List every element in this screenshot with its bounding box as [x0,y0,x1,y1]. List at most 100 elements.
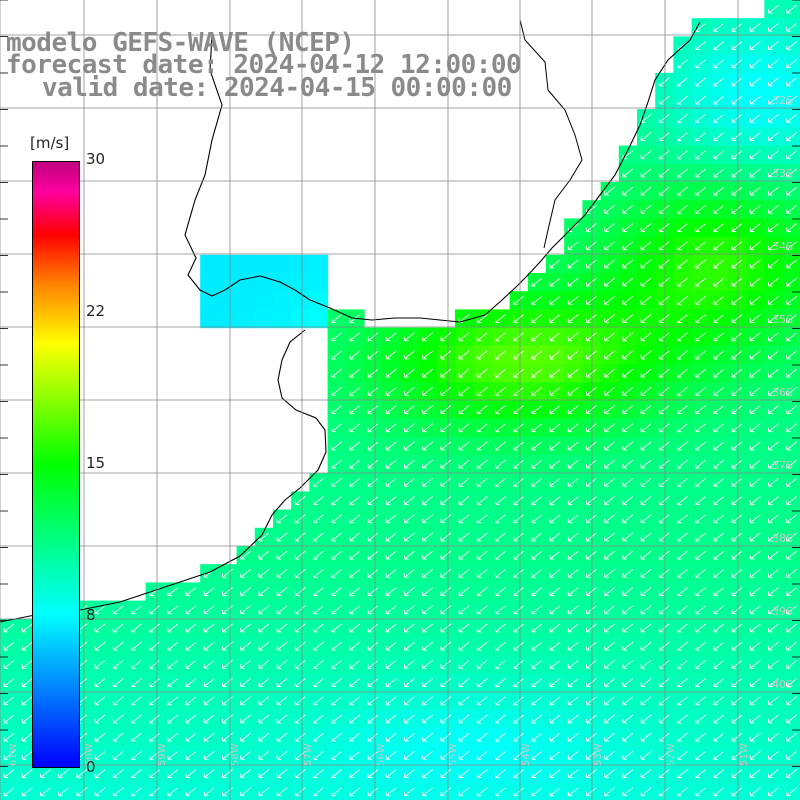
wind-arrow [713,587,725,596]
wind-arrow [349,587,361,596]
wind-arrow [622,623,634,633]
wind-arrow [786,41,797,50]
wind-arrow [567,405,579,414]
wind-arrow [640,295,652,305]
wind-arrow [94,678,106,687]
wind-arrow [713,605,725,615]
wind-arrow [385,769,397,778]
wind-arrow [658,678,670,687]
wind-arrow [658,605,670,615]
wind-arrow [768,314,779,323]
wind-arrow [604,514,615,524]
wind-arrow [749,532,761,542]
wind-arrow [313,696,324,706]
wind-arrow [768,223,779,232]
wind-arrow [385,386,397,396]
wind-arrow [731,714,743,724]
wind-arrow [167,587,179,596]
wind-arrow [786,241,797,251]
wind-arrow [3,769,15,778]
wind-arrow [3,641,15,651]
wind-cell [273,254,292,274]
wind-arrow [640,459,652,469]
colorbar-tick-22: 22 [86,302,106,320]
wind-arrow [258,641,270,651]
wind-arrow [713,750,725,760]
wind-arrow [112,678,124,687]
wind-arrow [476,550,488,560]
wind-arrow [713,113,725,123]
wind-arrow [549,405,561,414]
wind-arrow [531,295,543,305]
wind-arrow [495,659,506,669]
wind-arrow [385,532,397,542]
latitude-label: 35S [772,313,793,326]
wind-arrow [567,678,579,687]
wind-arrow [677,714,688,724]
wind-arrow [658,277,670,287]
wind-arrow [385,350,397,360]
wind-arrow [149,605,160,615]
wind-arrow [622,204,634,214]
wind-arrow [695,787,706,797]
wind-arrow [495,732,506,742]
wind-arrow [531,405,543,414]
wind-arrow [695,496,706,505]
wind-arrow [749,332,761,342]
wind-arrow [713,459,725,469]
wind-arrow [385,732,397,742]
wind-arrow [385,496,397,505]
wind-arrow [731,59,743,69]
wind-arrow [331,750,342,760]
wind-arrow [731,168,743,178]
wind-arrow [567,659,579,669]
wind-arrow [549,532,561,542]
wind-arrow [604,186,615,196]
wind-arrow [604,641,615,651]
wind-arrow [404,750,415,760]
wind-arrow [294,769,306,778]
wind-arrow [404,459,415,469]
wind-arrow [731,750,743,760]
wind-arrow [749,696,761,706]
wind-arrow [749,277,761,287]
wind-arrow [768,241,779,251]
wind-arrow [167,750,179,760]
wind-arrow [677,514,688,524]
wind-arrow [185,605,197,615]
wind-arrow [768,769,779,778]
wind-arrow [749,423,761,433]
wind-arrow [331,714,342,724]
wind-arrow [749,587,761,596]
wind-arrow [731,277,743,287]
wind-arrow [786,223,797,232]
wind-arrow [240,623,251,633]
wind-arrow [258,787,270,797]
wind-arrow [567,423,579,433]
wind-arrow [677,605,688,615]
wind-arrow [404,368,415,378]
forecast-date: forecast date: 2024-04-12 12:00:00 [6,50,522,80]
wind-arrow [749,550,761,560]
wind-arrow [404,587,415,596]
wind-arrow [677,587,688,596]
wind-arrow [3,732,15,742]
wind-arrow [731,623,743,633]
wind-arrow [331,623,342,633]
wind-arrow [476,314,488,323]
wind-arrow [749,223,761,232]
wind-arrow [549,477,561,487]
wind-arrow [586,386,597,396]
wind-arrow [731,605,743,615]
wind-arrow [622,259,634,269]
wind-arrow [276,568,288,578]
wind-arrow [768,605,779,615]
wind-arrow [604,459,615,469]
wind-arrow [786,678,797,687]
wind-arrow [440,659,452,669]
wind-arrow [531,386,543,396]
wind-arrow [695,168,706,178]
wind-arrow [604,277,615,287]
wind-arrow [258,714,270,724]
wind-arrow [131,696,142,706]
